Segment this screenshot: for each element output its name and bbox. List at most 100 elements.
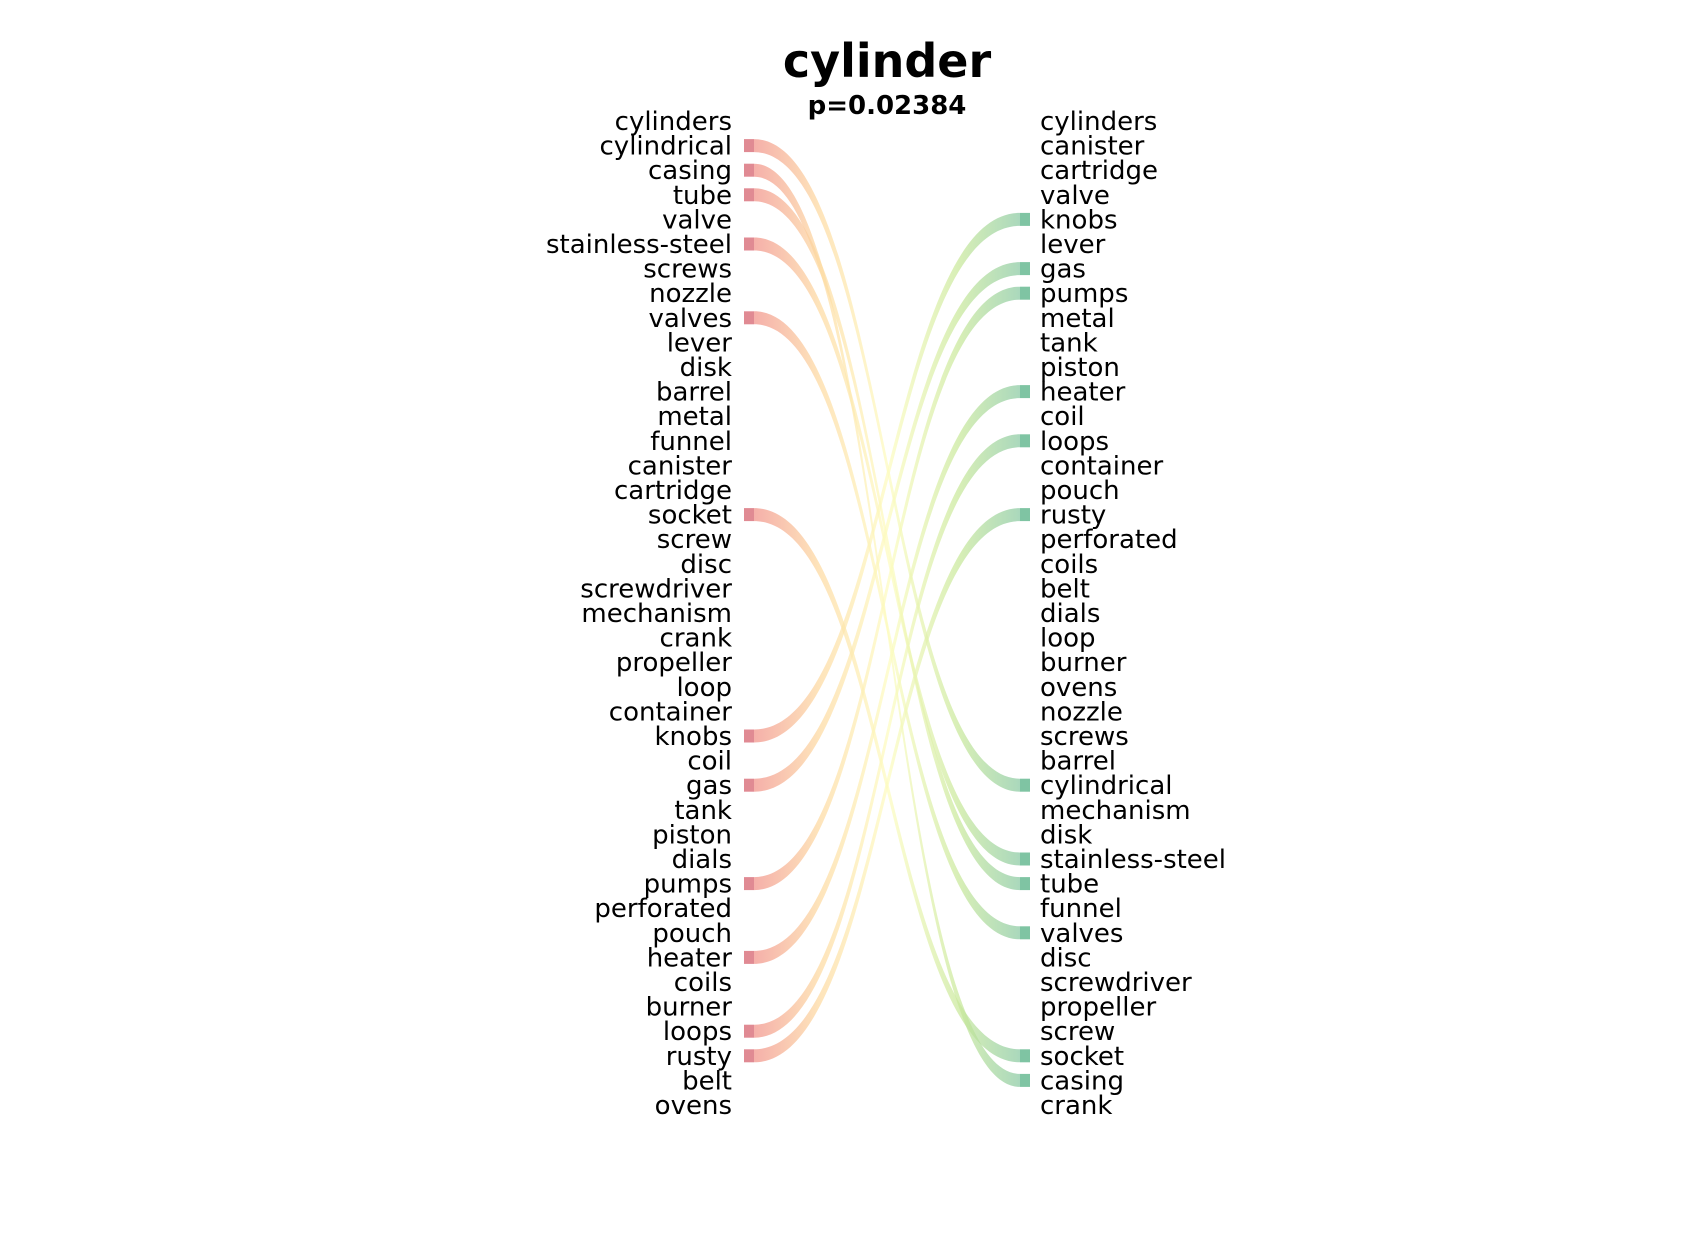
right-rank-label: pumps — [1040, 279, 1128, 309]
right-rank-label: loop — [1040, 624, 1096, 654]
left-marker-tube — [744, 188, 754, 202]
left-rank-label: screw — [657, 525, 732, 555]
right-rank-label: valves — [1040, 919, 1123, 949]
right-rank-label: funnel — [1040, 894, 1122, 924]
left-rank-label: tube — [673, 181, 732, 211]
left-rank-label: lever — [667, 328, 733, 358]
left-rank-label: disk — [680, 353, 732, 383]
left-rank-label: valves — [649, 304, 732, 334]
left-rank-label: belt — [682, 1066, 732, 1096]
right-rank-label: pouch — [1040, 476, 1120, 506]
left-rank-label: valve — [662, 205, 732, 235]
left-rank-label: crank — [660, 624, 732, 654]
link-pumps — [754, 286, 1020, 891]
right-rank-label: coil — [1040, 402, 1085, 432]
left-marker-heater — [744, 950, 754, 964]
left-rank-label: dials — [672, 845, 732, 875]
right-rank-label: crank — [1040, 1091, 1112, 1121]
left-marker-gas — [744, 778, 754, 792]
link-valves — [754, 311, 1020, 940]
right-rank-label: canister — [1040, 132, 1145, 162]
left-rank-label: socket — [648, 501, 732, 531]
links-layer — [754, 139, 1020, 1087]
right-rank-label: cartridge — [1040, 156, 1158, 186]
left-rank-label: cartridge — [614, 476, 732, 506]
right-rank-label: disc — [1040, 943, 1092, 973]
left-rank-label: nozzle — [649, 279, 732, 309]
right-marker-pumps — [1020, 286, 1030, 300]
right-rank-label: coils — [1040, 550, 1098, 580]
link-stainless-steel — [754, 237, 1020, 866]
left-rank-label: cylinders — [615, 107, 732, 137]
right-rank-label: container — [1040, 451, 1164, 481]
left-rank-label: screwdriver — [580, 574, 732, 604]
left-marker-casing — [744, 163, 754, 177]
right-rank-label: metal — [1040, 304, 1115, 334]
left-rank-label: stainless-steel — [546, 230, 732, 260]
left-rank-label: ovens — [655, 1091, 732, 1121]
right-rank-label: cylindrical — [1040, 771, 1172, 801]
right-marker-stainless-steel — [1020, 852, 1030, 866]
left-rank-label: coils — [674, 968, 732, 998]
right-rank-label: screw — [1040, 1017, 1115, 1047]
link-tube — [754, 188, 1020, 891]
left-rank-label: barrel — [656, 378, 732, 408]
right-rank-label: socket — [1040, 1042, 1124, 1072]
right-rank-label: cylinders — [1040, 107, 1157, 137]
right-rank-label: nozzle — [1040, 697, 1123, 727]
left-marker-valves — [744, 311, 754, 325]
right-marker-casing — [1020, 1073, 1030, 1087]
right-rank-label: tank — [1040, 328, 1098, 358]
left-rank-label: knobs — [655, 722, 733, 752]
left-rank-label: funnel — [650, 427, 732, 457]
left-rank-label: burner — [646, 993, 733, 1023]
right-rank-label: belt — [1040, 574, 1090, 604]
left-rank-labels: cylinderscylindricalcasingtubevalvestain… — [546, 107, 732, 1121]
left-marker-loops — [744, 1024, 754, 1038]
left-marker-rusty — [744, 1049, 754, 1063]
right-rank-label: screws — [1040, 722, 1129, 752]
right-rank-label: heater — [1040, 378, 1126, 408]
right-rank-label: burner — [1040, 648, 1127, 678]
right-marker-socket — [1020, 1049, 1030, 1063]
left-rank-label: rusty — [666, 1042, 732, 1072]
link-knobs — [754, 212, 1020, 743]
right-rank-label: lever — [1040, 230, 1106, 260]
right-rank-label: loops — [1040, 427, 1109, 457]
left-rank-label: coil — [687, 747, 732, 777]
right-marker-heater — [1020, 385, 1030, 399]
right-rank-label: propeller — [1040, 993, 1156, 1023]
right-rank-label: valve — [1040, 181, 1110, 211]
left-rank-label: perforated — [594, 894, 732, 924]
left-rank-label: canister — [628, 451, 733, 481]
right-marker-valves — [1020, 926, 1030, 940]
right-marker-rusty — [1020, 508, 1030, 522]
left-rank-label: heater — [647, 943, 733, 973]
left-rank-label: propeller — [616, 648, 732, 678]
chart-subtitle: p=0.02384 — [808, 91, 967, 121]
right-marker-loops — [1020, 434, 1030, 448]
right-marker-cylindrical — [1020, 778, 1030, 792]
right-rank-label: gas — [1040, 255, 1086, 285]
left-marker-socket — [744, 508, 754, 522]
left-rank-label: piston — [652, 820, 732, 850]
right-rank-label: piston — [1040, 353, 1120, 383]
left-rank-label: loop — [676, 673, 732, 703]
left-rank-label: pouch — [652, 919, 732, 949]
link-rusty — [754, 508, 1020, 1063]
left-rank-label: container — [609, 697, 733, 727]
right-marker-knobs — [1020, 212, 1030, 226]
left-rank-label: metal — [657, 402, 732, 432]
left-marker-cylindrical — [744, 139, 754, 153]
right-rank-label: screwdriver — [1040, 968, 1192, 998]
right-rank-label: perforated — [1040, 525, 1178, 555]
right-rank-label: dials — [1040, 599, 1100, 629]
left-rank-label: pumps — [644, 870, 732, 900]
link-cylindrical — [754, 139, 1020, 792]
right-rank-label: stainless-steel — [1040, 845, 1226, 875]
left-rank-label: gas — [686, 771, 732, 801]
right-rank-label: disk — [1040, 820, 1092, 850]
left-rank-label: cylindrical — [600, 132, 732, 162]
left-marker-stainless-steel — [744, 237, 754, 251]
